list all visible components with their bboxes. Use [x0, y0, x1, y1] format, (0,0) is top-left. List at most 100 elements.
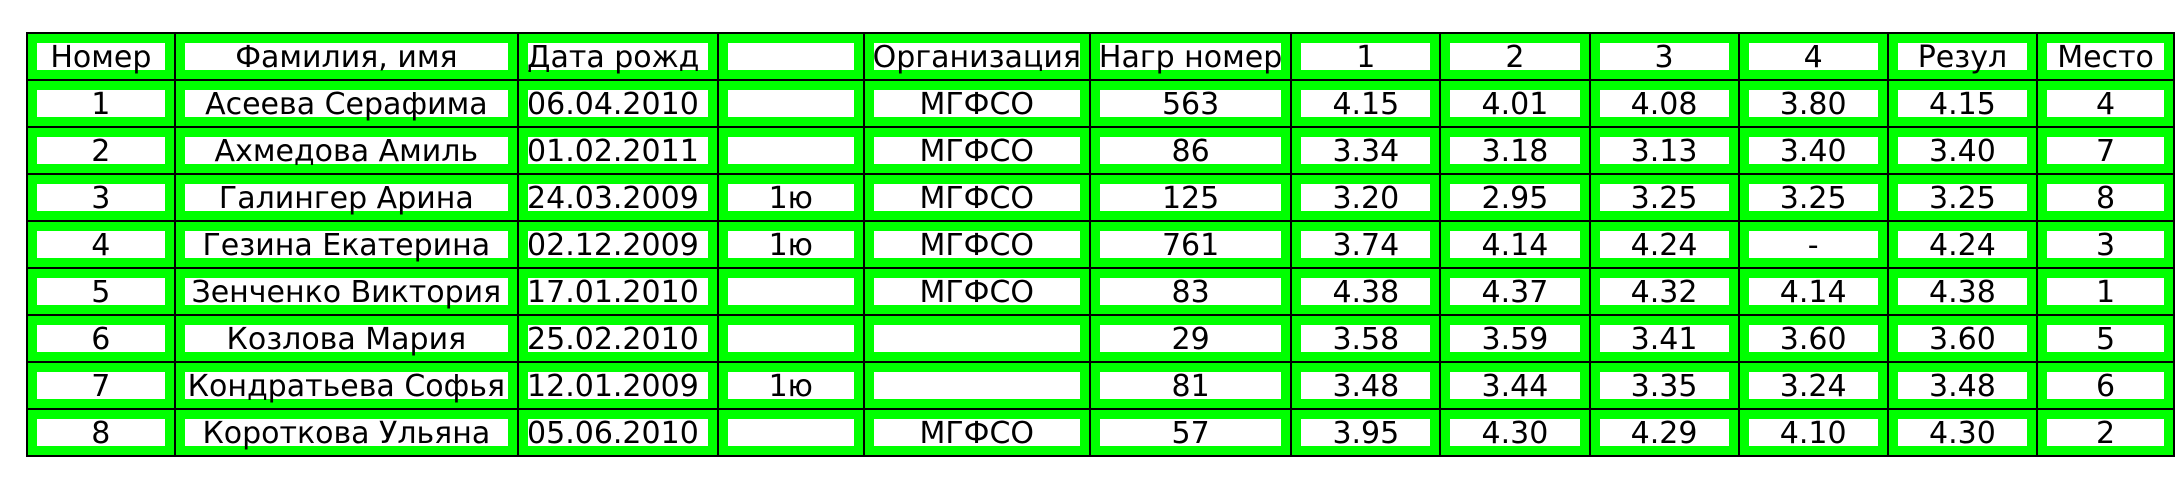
cell-attempt-3[interactable]: 4.24 [1590, 222, 1740, 269]
cell-bib-number[interactable]: 563 [1090, 81, 1293, 128]
cell-bib-number[interactable]: 125 [1090, 175, 1293, 222]
cell-organization[interactable]: МГФСО [864, 81, 1091, 128]
header-cell[interactable]: Дата рожд [519, 34, 719, 81]
cell-attempt-3[interactable]: 3.35 [1590, 363, 1740, 410]
header-cell[interactable]: Место [2038, 34, 2175, 81]
cell-result[interactable]: 4.30 [1888, 410, 2039, 457]
cell-number[interactable]: 1 [28, 81, 176, 128]
cell-attempt-4[interactable]: 3.25 [1739, 175, 1889, 222]
cell-organization[interactable] [864, 316, 1091, 363]
cell-attempt-3[interactable]: 4.32 [1590, 269, 1740, 316]
cell-attempt-2[interactable]: 3.18 [1441, 128, 1591, 175]
header-cell[interactable]: Организация [864, 34, 1091, 81]
cell-organization[interactable]: МГФСО [864, 269, 1091, 316]
cell-rank[interactable]: 1ю [718, 222, 865, 269]
cell-result[interactable]: 4.38 [1888, 269, 2039, 316]
cell-name[interactable]: Асеева Серафима [175, 81, 520, 128]
cell-place[interactable]: 5 [2038, 316, 2175, 363]
cell-place[interactable]: 6 [2038, 363, 2175, 410]
cell-place[interactable]: 4 [2038, 81, 2175, 128]
cell-result[interactable]: 3.60 [1888, 316, 2039, 363]
cell-attempt-3[interactable]: 3.13 [1590, 128, 1740, 175]
cell-attempt-1[interactable]: 4.15 [1292, 81, 1442, 128]
cell-attempt-4[interactable]: 4.10 [1739, 410, 1889, 457]
cell-attempt-4[interactable]: - [1739, 222, 1889, 269]
cell-result[interactable]: 4.15 [1888, 81, 2039, 128]
cell-number[interactable]: 7 [28, 363, 176, 410]
cell-number[interactable]: 2 [28, 128, 176, 175]
cell-rank[interactable]: 1ю [718, 175, 865, 222]
header-cell[interactable]: 1 [1292, 34, 1442, 81]
cell-bib-number[interactable]: 86 [1090, 128, 1293, 175]
cell-birthdate[interactable]: 17.01.2010 [519, 269, 719, 316]
cell-birthdate[interactable]: 24.03.2009 [519, 175, 719, 222]
cell-name[interactable]: Галингер Арина [175, 175, 520, 222]
cell-rank[interactable] [718, 81, 865, 128]
cell-attempt-1[interactable]: 4.38 [1292, 269, 1442, 316]
header-cell[interactable]: Нагр номер [1090, 34, 1293, 81]
cell-rank[interactable] [718, 269, 865, 316]
cell-name[interactable]: Кондратьева Софья [175, 363, 520, 410]
cell-organization[interactable]: МГФСО [864, 175, 1091, 222]
cell-organization[interactable]: МГФСО [864, 222, 1091, 269]
cell-place[interactable]: 8 [2038, 175, 2175, 222]
header-cell[interactable]: 2 [1441, 34, 1591, 81]
cell-organization[interactable] [864, 363, 1091, 410]
cell-attempt-1[interactable]: 3.20 [1292, 175, 1442, 222]
cell-attempt-1[interactable]: 3.58 [1292, 316, 1442, 363]
cell-bib-number[interactable]: 81 [1090, 363, 1293, 410]
cell-attempt-4[interactable]: 3.60 [1739, 316, 1889, 363]
cell-birthdate[interactable]: 06.04.2010 [519, 81, 719, 128]
cell-number[interactable]: 4 [28, 222, 176, 269]
cell-organization[interactable]: МГФСО [864, 410, 1091, 457]
header-cell[interactable]: Номер [28, 34, 176, 81]
cell-attempt-1[interactable]: 3.95 [1292, 410, 1442, 457]
cell-attempt-2[interactable]: 4.30 [1441, 410, 1591, 457]
cell-place[interactable]: 7 [2038, 128, 2175, 175]
cell-rank[interactable] [718, 316, 865, 363]
cell-bib-number[interactable]: 761 [1090, 222, 1293, 269]
cell-attempt-4[interactable]: 3.80 [1739, 81, 1889, 128]
cell-attempt-3[interactable]: 3.25 [1590, 175, 1740, 222]
cell-attempt-1[interactable]: 3.34 [1292, 128, 1442, 175]
cell-birthdate[interactable]: 25.02.2010 [519, 316, 719, 363]
header-cell[interactable]: Резул [1888, 34, 2039, 81]
cell-attempt-1[interactable]: 3.74 [1292, 222, 1442, 269]
cell-attempt-3[interactable]: 4.29 [1590, 410, 1740, 457]
cell-number[interactable]: 6 [28, 316, 176, 363]
header-cell[interactable]: 3 [1590, 34, 1740, 81]
cell-place[interactable]: 1 [2038, 269, 2175, 316]
cell-rank[interactable] [718, 410, 865, 457]
header-cell[interactable]: 4 [1739, 34, 1889, 81]
cell-name[interactable]: Короткова Ульяна [175, 410, 520, 457]
cell-birthdate[interactable]: 01.02.2011 [519, 128, 719, 175]
header-cell[interactable] [718, 34, 865, 81]
cell-rank[interactable] [718, 128, 865, 175]
cell-attempt-4[interactable]: 3.40 [1739, 128, 1889, 175]
cell-attempt-2[interactable]: 4.37 [1441, 269, 1591, 316]
cell-attempt-1[interactable]: 3.48 [1292, 363, 1442, 410]
cell-rank[interactable]: 1ю [718, 363, 865, 410]
cell-number[interactable]: 5 [28, 269, 176, 316]
header-cell[interactable]: Фамилия, имя [175, 34, 520, 81]
cell-number[interactable]: 8 [28, 410, 176, 457]
cell-result[interactable]: 3.25 [1888, 175, 2039, 222]
cell-attempt-2[interactable]: 3.44 [1441, 363, 1591, 410]
cell-attempt-2[interactable]: 3.59 [1441, 316, 1591, 363]
cell-birthdate[interactable]: 05.06.2010 [519, 410, 719, 457]
cell-bib-number[interactable]: 57 [1090, 410, 1293, 457]
cell-birthdate[interactable]: 02.12.2009 [519, 222, 719, 269]
cell-number[interactable]: 3 [28, 175, 176, 222]
cell-organization[interactable]: МГФСО [864, 128, 1091, 175]
cell-attempt-3[interactable]: 3.41 [1590, 316, 1740, 363]
cell-attempt-4[interactable]: 3.24 [1739, 363, 1889, 410]
cell-name[interactable]: Козлова Мария [175, 316, 520, 363]
cell-name[interactable]: Гезина Екатерина [175, 222, 520, 269]
cell-attempt-3[interactable]: 4.08 [1590, 81, 1740, 128]
cell-name[interactable]: Ахмедова Амиль [175, 128, 520, 175]
cell-attempt-4[interactable]: 4.14 [1739, 269, 1889, 316]
cell-attempt-2[interactable]: 4.01 [1441, 81, 1591, 128]
cell-result[interactable]: 3.48 [1888, 363, 2039, 410]
cell-bib-number[interactable]: 83 [1090, 269, 1293, 316]
cell-place[interactable]: 3 [2038, 222, 2175, 269]
